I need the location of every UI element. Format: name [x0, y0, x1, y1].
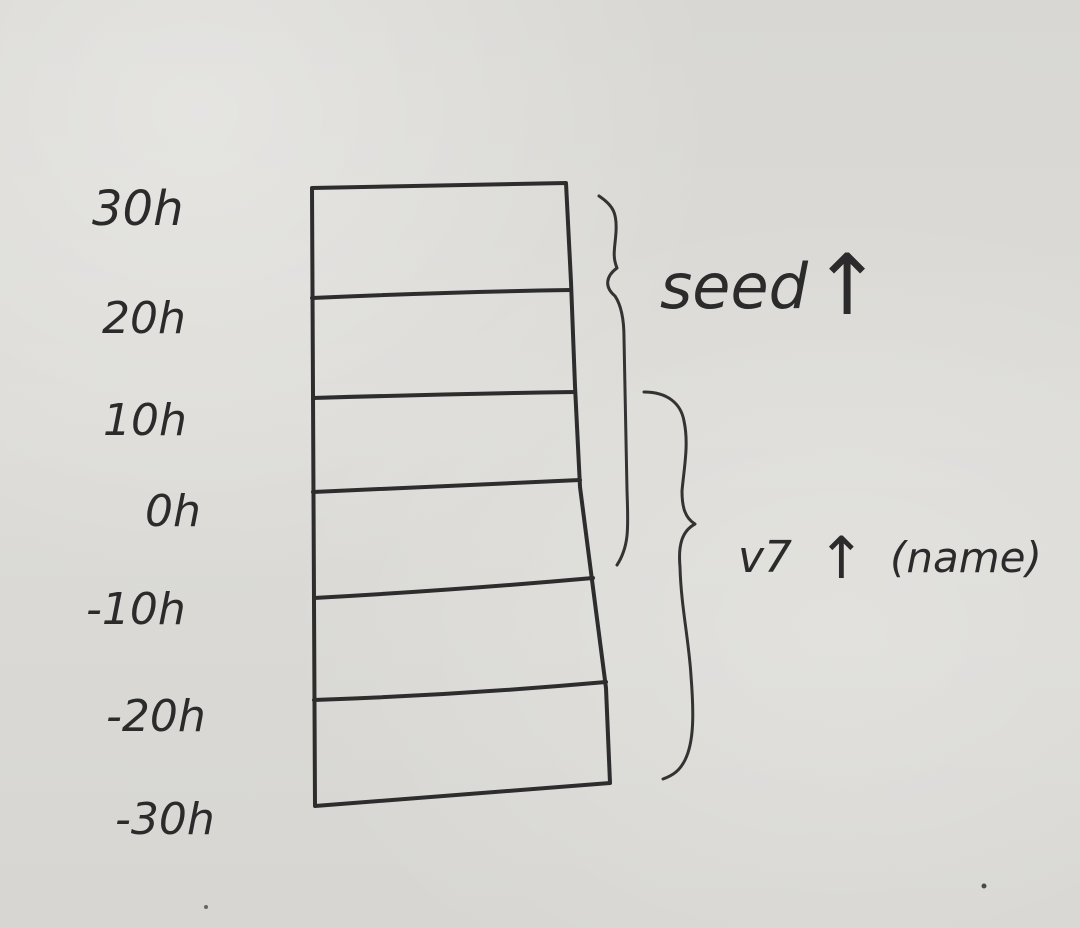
memory-stack-outline: [310, 181, 612, 808]
paper-speck: [204, 905, 208, 909]
upper-annotation-text: seed: [660, 250, 809, 323]
address-label-30h: 30h: [92, 181, 184, 237]
address-label-neg20h: -20h: [106, 691, 206, 742]
address-label-neg10h: -10h: [86, 584, 186, 635]
lower-annotation-arrow-icon: ↑: [817, 524, 866, 592]
divider-neg20h: [312, 680, 608, 702]
divider-neg10h: [312, 576, 595, 600]
divider-0h: [311, 478, 582, 494]
upper-brace: [597, 194, 630, 567]
upper-annotation-arrow-icon: ↑: [812, 236, 882, 334]
address-label-10h: 10h: [103, 395, 187, 446]
divider-20h: [310, 288, 573, 300]
lower-annotation-note: (name): [890, 533, 1042, 582]
lower-annotation-text: v7: [738, 532, 792, 583]
lower-brace: [642, 390, 697, 781]
address-label-neg30h: -30h: [115, 794, 215, 845]
address-label-20h: 20h: [102, 293, 186, 344]
divider-10h: [311, 390, 577, 400]
address-label-0h: 0h: [145, 486, 201, 537]
paper-speck: [981, 883, 987, 889]
